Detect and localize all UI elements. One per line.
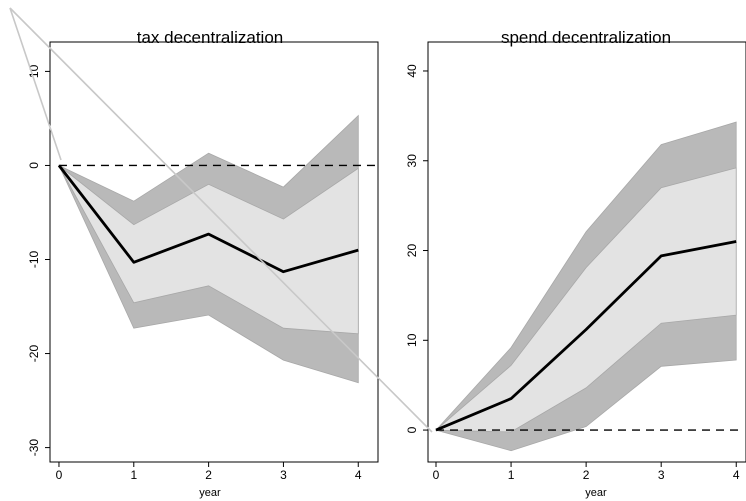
x-tick-label: 1 [508, 468, 515, 482]
panel-spend-decentralization: spend decentralization 0 1 2 3 4 year 0 10 20 30 40 [405, 28, 746, 499]
y-tick-label: 30 [405, 154, 419, 168]
x-tick-label: 0 [56, 468, 63, 482]
diagonal-overlay-line-b [9, 7, 62, 161]
y-tick-label: -30 [27, 439, 41, 457]
x-axis-label: year [199, 487, 221, 499]
y-tick-label: -20 [27, 345, 41, 363]
chart-title: spend decentralization [501, 28, 671, 47]
y-tick-label: 0 [27, 162, 41, 169]
y-tick-label: 0 [405, 426, 419, 433]
y-tick-label: 10 [405, 333, 419, 347]
y-tick-label: 40 [405, 64, 419, 78]
plot-frame [49, 41, 379, 463]
x-axis-label: year [585, 487, 607, 499]
diagonal-overlay-line-a [9, 7, 433, 433]
x-tick-label: 0 [433, 468, 440, 482]
x-tick-label: 3 [280, 468, 287, 482]
x-tick-label: 2 [205, 468, 212, 482]
x-tick-label: 2 [583, 468, 590, 482]
x-tick-label: 4 [355, 468, 362, 482]
chart-title: tax decentralization [137, 28, 283, 47]
point-estimate-line [57, 164, 359, 274]
y-tick-label: -10 [27, 251, 41, 269]
x-tick-label: 3 [658, 468, 665, 482]
y-tick-label: 20 [405, 244, 419, 258]
x-tick-label: 1 [130, 468, 137, 482]
point-estimate-line [435, 240, 737, 432]
x-tick-label: 4 [733, 468, 740, 482]
plot-frame [427, 41, 746, 463]
